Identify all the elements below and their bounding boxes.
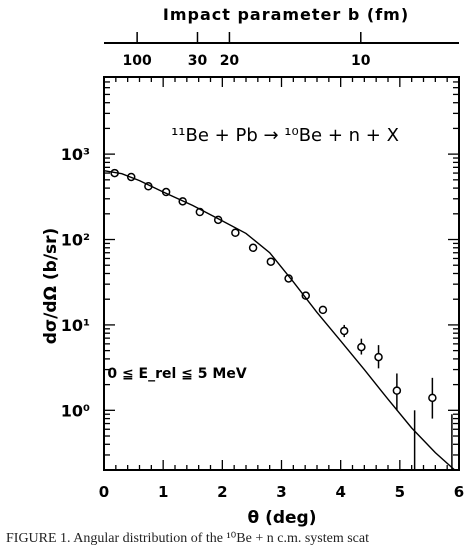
data-point	[392, 386, 402, 395]
y-tick-label: 10³	[61, 145, 90, 164]
x-tick-label: 4	[335, 483, 345, 501]
labels: Impact parameter b (fm) θ (deg) dσ/dΩ (b…	[41, 5, 409, 528]
data-point	[357, 342, 366, 352]
top-axis-tick-label: 30	[188, 53, 208, 69]
x-axis: 0 1 2 3 4 5 6	[99, 77, 464, 501]
data-point	[428, 393, 437, 403]
x-tick-label: 2	[217, 483, 227, 501]
y-axis-label: dσ/dΩ (b/sr)	[41, 228, 61, 345]
data-point	[301, 291, 311, 300]
x-tick-label: 3	[276, 483, 286, 501]
data-point	[266, 257, 276, 266]
y-tick-label: 10¹	[61, 316, 90, 335]
y-tick-label: 10⁰	[61, 401, 90, 420]
top-axis: 100 30 20 10	[104, 32, 459, 69]
top-axis-tick-label: 10	[351, 53, 371, 69]
plot-area	[104, 168, 456, 470]
top-axis-tick-label: 100	[123, 53, 152, 69]
data-point	[374, 352, 383, 362]
y-axis: 10⁰ 10¹ 10² 10³	[61, 76, 459, 471]
x-axis-label: θ (deg)	[247, 508, 316, 528]
data-point	[318, 305, 328, 315]
top-axis-tick-label: 20	[220, 53, 240, 69]
x-tick-label: 5	[395, 483, 405, 501]
energy-cut-label: 0 ≦ E_rel ≦ 5 MeV	[107, 366, 247, 382]
x-tick-label: 6	[454, 483, 464, 501]
data-point	[231, 228, 240, 238]
y-tick-label: 10²	[61, 231, 90, 250]
top-axis-label: Impact parameter b (fm)	[163, 5, 409, 24]
model-curve	[104, 170, 456, 470]
data-point	[339, 326, 349, 336]
data-point	[248, 243, 258, 253]
reaction-label: ¹¹Be + Pb → ¹⁰Be + n + X	[171, 125, 399, 146]
x-tick-label: 0	[99, 483, 109, 501]
x-tick-label: 1	[158, 483, 168, 501]
figure-caption: FIGURE 1. Angular distribution of the ¹⁰…	[6, 531, 370, 546]
